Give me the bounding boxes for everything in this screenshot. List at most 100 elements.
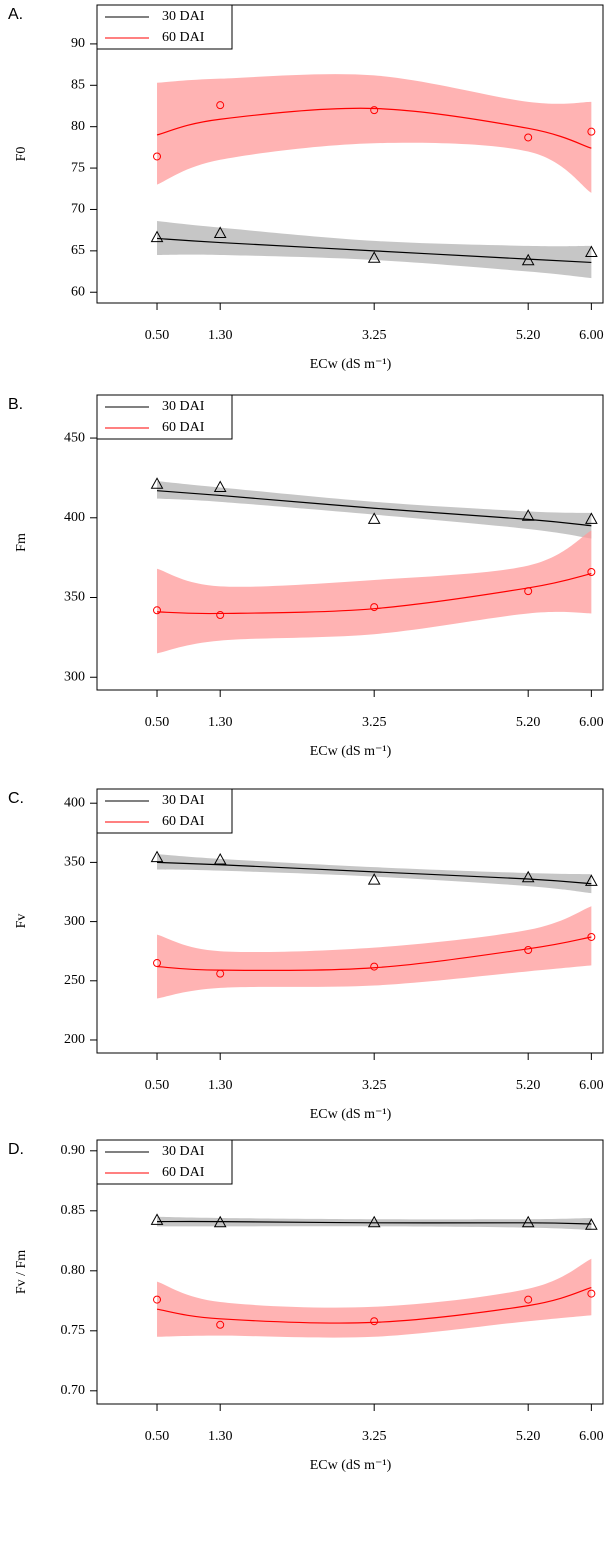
plot-frame xyxy=(96,1139,604,1405)
panel-label: C. xyxy=(8,790,24,807)
point xyxy=(370,962,379,971)
legend-box xyxy=(96,394,233,440)
point xyxy=(367,251,381,263)
point xyxy=(216,101,225,110)
x-tick-label: 6.00 xyxy=(579,1429,604,1444)
plot-frame xyxy=(96,788,604,1054)
point xyxy=(213,480,227,492)
x-tick-label: 6.00 xyxy=(579,1078,604,1093)
point xyxy=(153,1295,162,1304)
panel-label: A. xyxy=(8,6,23,23)
point xyxy=(153,959,162,968)
legend-box xyxy=(96,1139,233,1185)
y-tick-label: 200 xyxy=(64,1032,85,1047)
legend-label: 30 DAI xyxy=(162,1144,205,1159)
y-axis-label: Fv / Fm xyxy=(14,1250,29,1294)
point xyxy=(585,245,598,258)
point xyxy=(216,1320,225,1329)
confidence-band xyxy=(157,1258,592,1338)
x-tick-label: 6.00 xyxy=(579,328,604,343)
y-tick-label: 85 xyxy=(71,78,85,93)
panel-label: B. xyxy=(8,396,23,413)
x-axis-label: ECw (dS m⁻¹) xyxy=(310,1458,392,1473)
fit-line xyxy=(156,490,592,527)
point xyxy=(216,969,225,978)
point xyxy=(524,946,533,955)
x-tick-label: 3.25 xyxy=(362,328,387,343)
fit-line xyxy=(156,1287,592,1324)
fit-line xyxy=(157,1220,592,1225)
point xyxy=(524,1295,533,1304)
x-tick-label: 0.50 xyxy=(145,1078,170,1093)
plot-frame xyxy=(96,4,604,304)
y-tick-label: 250 xyxy=(64,973,85,988)
fit-line xyxy=(156,107,592,149)
x-axis-label: ECw (dS m⁻¹) xyxy=(310,357,392,372)
plot-frame xyxy=(96,394,604,691)
y-tick-label: 90 xyxy=(71,36,85,51)
point xyxy=(521,253,535,266)
point xyxy=(150,1213,164,1225)
legend-box xyxy=(96,788,233,834)
y-tick-label: 0.70 xyxy=(61,1383,86,1398)
point xyxy=(213,852,227,865)
point xyxy=(153,606,162,615)
y-tick-label: 0.80 xyxy=(61,1263,86,1278)
point xyxy=(153,152,162,161)
legend-label: 30 DAI xyxy=(162,9,205,24)
point xyxy=(524,587,533,596)
y-tick-label: 450 xyxy=(64,430,85,445)
point xyxy=(585,1218,598,1230)
y-tick-label: 350 xyxy=(64,590,85,605)
x-tick-label: 6.00 xyxy=(579,715,604,730)
legend-label: 60 DAI xyxy=(162,814,205,829)
y-tick-label: 350 xyxy=(64,855,85,870)
point xyxy=(585,874,598,886)
x-tick-label: 1.30 xyxy=(208,715,233,730)
y-tick-label: 0.90 xyxy=(61,1143,86,1158)
point xyxy=(367,873,381,885)
point xyxy=(587,1289,596,1298)
y-tick-label: 0.75 xyxy=(61,1323,86,1338)
x-tick-label: 1.30 xyxy=(208,1429,233,1444)
x-tick-label: 3.25 xyxy=(362,715,387,730)
point xyxy=(521,509,535,521)
y-tick-label: 0.85 xyxy=(61,1203,86,1218)
confidence-band xyxy=(157,74,592,193)
x-tick-label: 0.50 xyxy=(145,715,170,730)
point xyxy=(524,133,533,142)
y-axis-label: Fv xyxy=(14,914,29,929)
x-tick-label: 0.50 xyxy=(145,1429,170,1444)
x-tick-label: 0.50 xyxy=(145,328,170,343)
y-tick-label: 300 xyxy=(64,914,85,929)
point xyxy=(367,1215,381,1228)
fit-line xyxy=(157,573,592,615)
point xyxy=(216,611,225,620)
y-tick-label: 65 xyxy=(71,243,85,258)
point xyxy=(367,512,381,524)
point xyxy=(585,512,598,524)
confidence-band xyxy=(157,906,592,999)
point xyxy=(150,230,164,243)
point xyxy=(521,1215,535,1228)
y-tick-label: 400 xyxy=(64,510,85,525)
legend-label: 60 DAI xyxy=(162,420,205,435)
point xyxy=(587,568,596,576)
legend-label: 30 DAI xyxy=(162,793,205,808)
fit-line xyxy=(156,861,592,885)
point xyxy=(150,850,164,863)
point xyxy=(213,1215,227,1228)
point xyxy=(213,226,227,238)
point xyxy=(587,127,596,136)
confidence-band xyxy=(157,530,592,654)
y-tick-label: 60 xyxy=(71,284,85,299)
x-tick-label: 1.30 xyxy=(208,328,233,343)
panel-label: D. xyxy=(8,1141,24,1158)
y-tick-label: 70 xyxy=(71,202,85,217)
x-tick-label: 3.25 xyxy=(362,1429,387,1444)
point xyxy=(587,932,596,941)
x-tick-label: 5.20 xyxy=(516,328,541,343)
legend-label: 30 DAI xyxy=(162,399,205,414)
